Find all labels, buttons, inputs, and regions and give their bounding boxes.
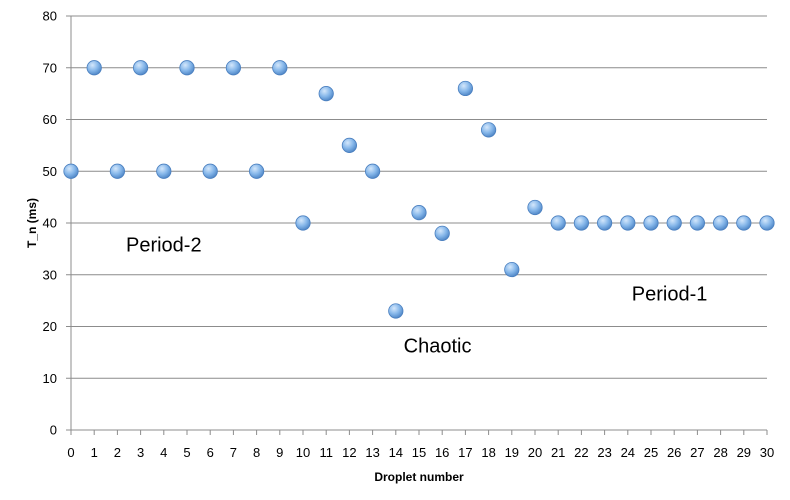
x-tick-label: 0 — [67, 445, 74, 460]
x-tick-label: 16 — [435, 445, 449, 460]
x-tick-label: 3 — [137, 445, 144, 460]
x-tick-label: 5 — [183, 445, 190, 460]
data-point — [318, 86, 334, 102]
x-tick-label: 24 — [621, 445, 635, 460]
data-point — [341, 137, 357, 153]
x-axis-title: Droplet number — [374, 470, 464, 484]
annotation-label: Chaotic — [404, 335, 472, 357]
data-point — [620, 215, 636, 231]
x-tick-label: 4 — [160, 445, 167, 460]
x-tick-label: 10 — [296, 445, 310, 460]
x-tick-label: 8 — [253, 445, 260, 460]
data-point — [712, 215, 729, 231]
y-tick-label: 80 — [43, 9, 57, 24]
gridlines — [71, 15, 767, 379]
y-tick-label: 0 — [50, 423, 57, 438]
y-tick-label: 10 — [43, 371, 57, 386]
data-point — [504, 261, 520, 278]
data-point — [202, 163, 218, 179]
data-point — [249, 163, 265, 179]
x-tick-label: 22 — [574, 445, 588, 460]
data-point — [109, 163, 126, 179]
y-tick-label: 60 — [43, 112, 57, 127]
y-tick-labels: 0 10 20 30 40 50 60 70 80 — [43, 9, 57, 438]
data-point — [736, 215, 752, 231]
data-point — [388, 303, 404, 319]
data-point — [364, 163, 381, 179]
data-point — [63, 163, 79, 179]
data-point — [295, 215, 311, 231]
x-tick-label: 9 — [276, 445, 283, 460]
data-point — [480, 122, 497, 138]
x-tick-label: 17 — [458, 445, 472, 460]
x-tick-label: 19 — [505, 445, 519, 460]
data-point — [225, 60, 241, 76]
y-tick-label: 40 — [43, 216, 57, 231]
data-point — [457, 80, 473, 97]
data-point — [527, 199, 543, 216]
x-tick-label: 13 — [365, 445, 379, 460]
data-point — [596, 215, 613, 231]
data-point — [133, 60, 149, 76]
x-tick-label: 29 — [737, 445, 751, 460]
x-tick-labels: 0 1 2 3 4 5 6 7 8 9 10 11 12 13 14 15 16 17 18 19 20 21 22 23 24… — [67, 445, 774, 460]
data-points — [63, 60, 775, 319]
data-point — [179, 60, 195, 76]
x-tick-label: 6 — [207, 445, 214, 460]
annotations: Period-2 Chaotic Period-1 — [126, 234, 707, 357]
data-point — [434, 225, 450, 241]
y-axis-title: T_n (ms) — [25, 198, 39, 248]
data-point — [666, 215, 682, 231]
x-tick-label: 2 — [114, 445, 121, 460]
axes — [66, 15, 768, 435]
x-tick-label: 7 — [230, 445, 237, 460]
x-tick-label: 15 — [412, 445, 426, 460]
x-tick-label: 25 — [644, 445, 658, 460]
x-tick-label: 12 — [342, 445, 356, 460]
x-tick-label: 21 — [551, 445, 565, 460]
y-tick-label: 50 — [43, 164, 57, 179]
data-point — [156, 163, 172, 179]
x-tick-label: 27 — [690, 445, 704, 460]
annotation-label: Period-1 — [632, 284, 708, 306]
x-tick-label: 28 — [713, 445, 727, 460]
x-tick-label: 14 — [389, 445, 403, 460]
annotation-label: Period-2 — [126, 234, 202, 256]
data-point — [550, 215, 566, 231]
y-tick-label: 20 — [43, 319, 57, 334]
x-tick-label: 18 — [481, 445, 495, 460]
data-point — [759, 215, 775, 231]
x-tick-label: 20 — [528, 445, 542, 460]
data-point — [689, 215, 706, 231]
x-tick-label: 11 — [319, 445, 333, 460]
data-point — [86, 60, 102, 76]
data-point — [573, 215, 590, 231]
x-tick-label: 30 — [760, 445, 774, 460]
x-tick-label: 23 — [597, 445, 611, 460]
data-point — [643, 215, 659, 231]
x-tick-label: 26 — [667, 445, 681, 460]
y-tick-label: 30 — [43, 267, 57, 282]
y-tick-label: 70 — [43, 60, 57, 75]
x-tick-label: 1 — [91, 445, 98, 460]
data-point — [272, 60, 288, 76]
data-point — [411, 205, 427, 221]
